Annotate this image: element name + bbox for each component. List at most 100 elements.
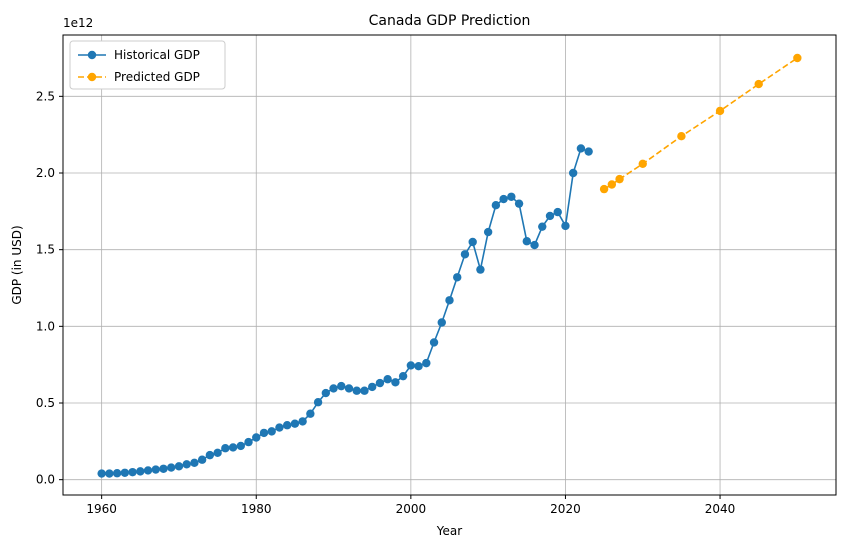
data-point xyxy=(112,469,122,478)
data-point xyxy=(460,250,470,259)
data-point xyxy=(360,386,369,395)
data-point xyxy=(507,192,516,201)
data-point xyxy=(97,469,106,478)
series-line xyxy=(603,57,798,190)
plot-frame xyxy=(62,34,837,496)
y-axis-label: GDP (in USD) xyxy=(10,225,24,304)
data-point xyxy=(545,211,555,221)
series-line xyxy=(101,147,589,475)
data-point xyxy=(468,237,477,247)
data-point xyxy=(453,273,462,282)
legend-label: Predicted GDP xyxy=(114,70,200,84)
data-point xyxy=(143,466,153,475)
data-point xyxy=(398,371,408,381)
data-point xyxy=(437,318,446,327)
series-markers xyxy=(97,53,802,478)
data-point xyxy=(228,443,238,452)
data-point xyxy=(561,221,570,231)
data-point xyxy=(491,201,501,210)
data-point xyxy=(105,469,114,478)
y-tick-label: 1.0 xyxy=(36,319,55,333)
data-point xyxy=(352,386,361,395)
data-point xyxy=(221,444,230,453)
data-point xyxy=(190,458,199,467)
data-point xyxy=(344,384,354,393)
data-point xyxy=(244,437,253,447)
data-point xyxy=(584,147,593,156)
y-tick-label: 1.5 xyxy=(36,243,55,257)
data-point xyxy=(568,168,578,178)
data-point xyxy=(236,441,245,451)
data-point xyxy=(793,53,802,63)
x-tick-label: 1960 xyxy=(86,502,117,516)
data-point xyxy=(213,448,222,458)
y-tick-label: 0.0 xyxy=(36,473,55,487)
x-tick-label: 2000 xyxy=(396,502,427,516)
legend-marker xyxy=(87,72,97,82)
y-tick-label: 2.0 xyxy=(36,166,55,180)
data-point xyxy=(120,468,130,477)
data-point xyxy=(321,388,331,398)
data-point xyxy=(174,462,184,471)
data-point xyxy=(159,464,168,473)
data-point xyxy=(275,423,284,432)
data-point xyxy=(313,398,323,407)
data-point xyxy=(422,358,431,368)
x-tick-label: 1980 xyxy=(241,502,272,516)
data-point xyxy=(522,237,531,246)
data-point xyxy=(128,467,137,477)
data-point xyxy=(252,433,261,442)
data-point xyxy=(476,265,485,274)
legend-marker xyxy=(87,50,97,60)
data-point xyxy=(205,450,215,460)
data-point xyxy=(406,361,416,370)
y-tick-label: 2.5 xyxy=(36,89,55,103)
grid xyxy=(63,35,836,495)
data-point xyxy=(391,378,400,387)
data-point xyxy=(553,207,562,217)
data-point xyxy=(615,174,624,184)
data-point xyxy=(514,199,524,208)
data-point xyxy=(429,338,439,347)
data-point xyxy=(290,419,300,428)
data-point xyxy=(483,227,493,237)
data-point xyxy=(282,421,292,430)
data-point xyxy=(329,384,338,393)
data-point xyxy=(677,132,686,141)
data-point xyxy=(368,382,377,392)
legend-entries: Historical GDP Predicted GDP xyxy=(78,48,200,84)
data-point xyxy=(576,144,586,153)
axis-ticks: 1960 1980 2000 2020 2040 0.0 0.5 1.0 1.5 2.0 2.5 xyxy=(36,89,735,516)
data-point xyxy=(499,194,508,204)
data-point xyxy=(607,180,617,189)
data-point xyxy=(151,465,160,474)
data-point xyxy=(136,467,145,476)
data-point xyxy=(754,79,763,89)
data-point xyxy=(599,184,609,194)
data-point xyxy=(375,378,385,388)
legend-box xyxy=(69,40,226,90)
data-point xyxy=(167,463,176,472)
chart-title: Canada GDP Prediction xyxy=(369,13,531,29)
data-point xyxy=(638,159,647,168)
data-point xyxy=(182,460,191,469)
legend: Historical GDP Predicted GDP xyxy=(69,40,226,90)
data-point xyxy=(538,222,547,231)
x-tick-label: 2040 xyxy=(705,502,736,516)
legend-label: Historical GDP xyxy=(114,48,200,62)
data-point xyxy=(445,296,454,305)
series-lines xyxy=(101,57,798,475)
x-tick-label: 2020 xyxy=(550,502,581,516)
data-point xyxy=(298,417,307,426)
y-axis-offset-label: 1e12 xyxy=(63,16,93,30)
data-point xyxy=(306,409,315,418)
data-point xyxy=(383,375,392,384)
data-point xyxy=(414,362,423,371)
x-axis-label: Year xyxy=(436,524,462,538)
data-point xyxy=(259,428,269,438)
data-point xyxy=(715,106,725,116)
data-point xyxy=(197,455,207,464)
data-point xyxy=(267,427,276,436)
data-point xyxy=(530,240,539,250)
